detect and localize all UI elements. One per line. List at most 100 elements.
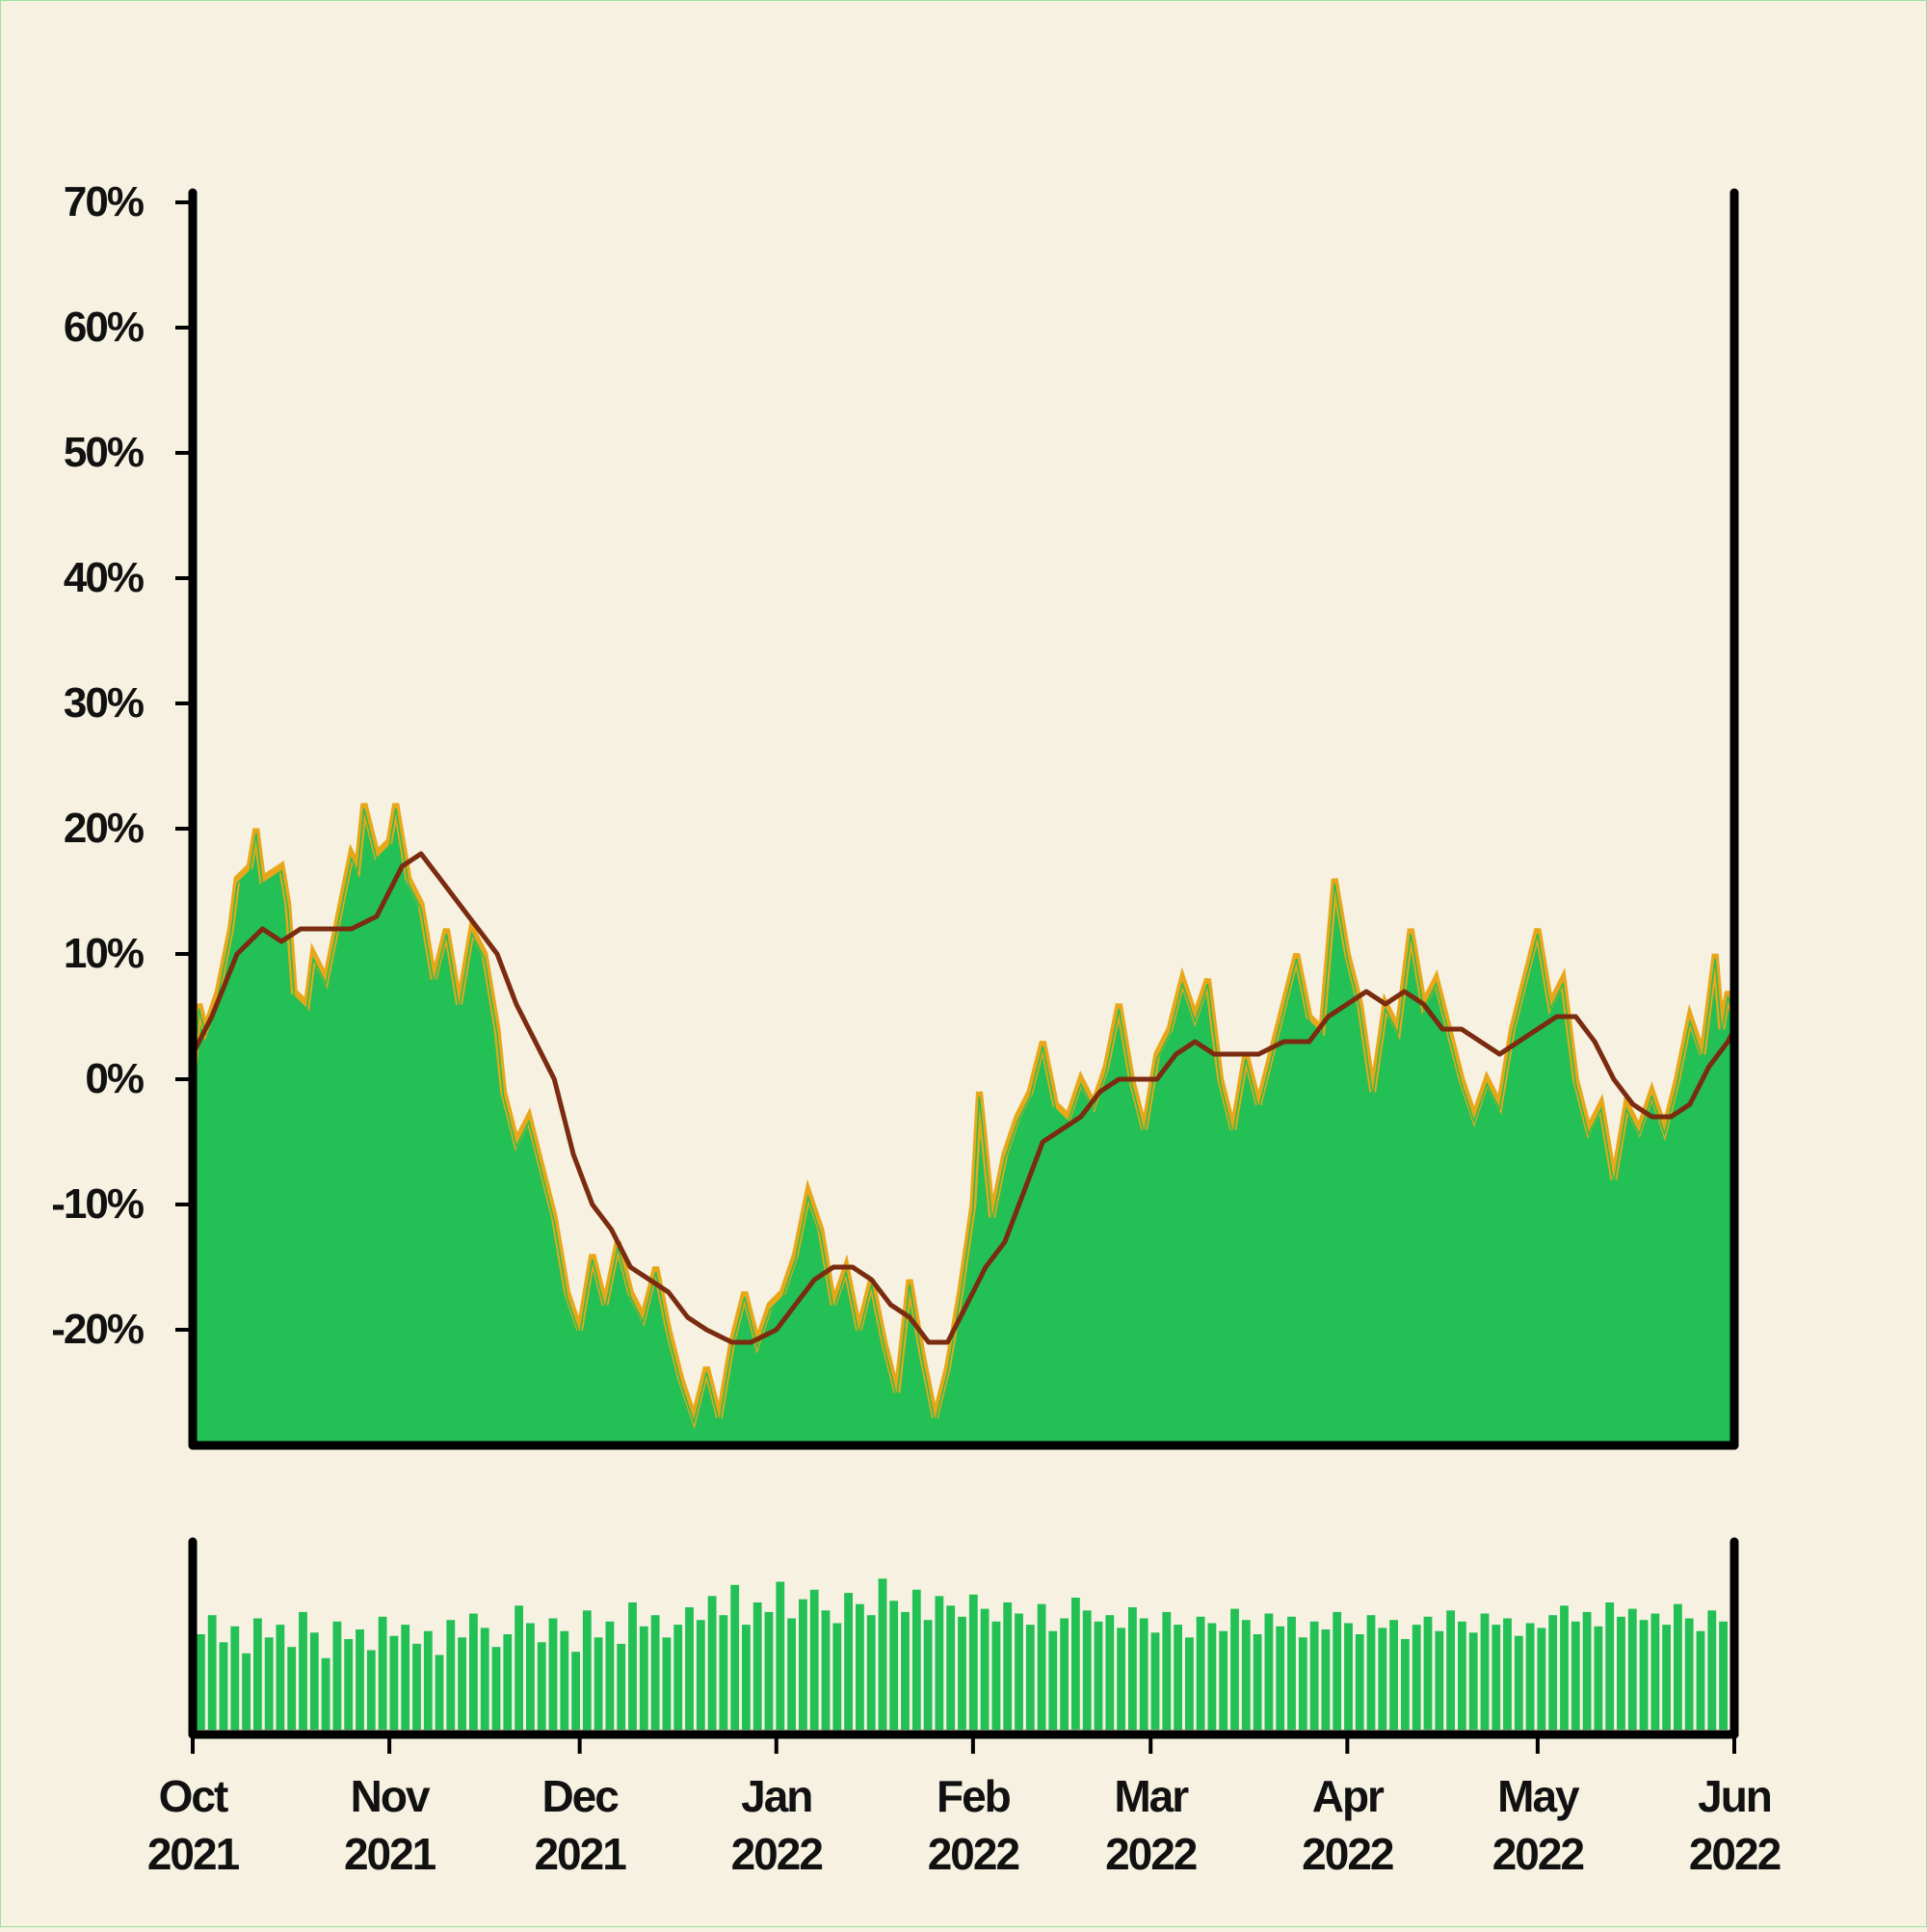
volume-bar bbox=[685, 1607, 694, 1730]
volume-bar bbox=[1037, 1603, 1046, 1730]
volume-bar bbox=[1650, 1613, 1660, 1730]
volume-bar bbox=[230, 1626, 240, 1731]
volume-bar bbox=[719, 1615, 728, 1730]
volume-bar bbox=[276, 1625, 285, 1730]
volume-bar bbox=[1662, 1625, 1671, 1730]
volume-bar bbox=[480, 1628, 489, 1730]
volume-bar bbox=[878, 1578, 887, 1731]
volume-bar bbox=[1287, 1616, 1296, 1730]
volume-bar bbox=[1241, 1620, 1251, 1730]
volume-bar bbox=[1560, 1605, 1569, 1730]
volume-bar bbox=[911, 1589, 921, 1730]
volume-bar bbox=[197, 1634, 205, 1730]
volume-bar bbox=[582, 1610, 592, 1731]
volume-bar bbox=[1458, 1621, 1466, 1730]
volume-bar bbox=[707, 1596, 717, 1730]
volume-bar bbox=[1105, 1615, 1115, 1730]
volume-bar bbox=[809, 1589, 819, 1730]
y-tick-label: 10% bbox=[64, 930, 144, 977]
volume-bar bbox=[1344, 1623, 1353, 1731]
volume-bar bbox=[412, 1643, 421, 1730]
volume-bar bbox=[571, 1652, 580, 1730]
volume-bar bbox=[1627, 1608, 1637, 1730]
volume-bar bbox=[309, 1632, 319, 1730]
volume-bar bbox=[1639, 1620, 1649, 1730]
x-tick-label-year: 2022 bbox=[731, 1829, 823, 1879]
volume-bar bbox=[366, 1650, 376, 1730]
volume-bar bbox=[1230, 1608, 1239, 1730]
volume-bar bbox=[491, 1647, 501, 1730]
volume-bar bbox=[662, 1637, 672, 1730]
volume-bar bbox=[264, 1637, 274, 1730]
x-tick-label-month: Feb bbox=[937, 1771, 1011, 1821]
volume-bar bbox=[742, 1625, 751, 1730]
volume-bar bbox=[1617, 1616, 1625, 1730]
y-tick-label: 70% bbox=[64, 178, 144, 225]
volume-bar bbox=[1253, 1634, 1262, 1730]
volume-bar bbox=[1128, 1607, 1137, 1730]
volume-bar bbox=[503, 1634, 513, 1730]
volume-bar bbox=[344, 1639, 354, 1730]
volume-bar bbox=[1491, 1625, 1501, 1730]
volume-bar bbox=[1174, 1625, 1182, 1730]
volume-bar bbox=[776, 1581, 785, 1730]
x-tick-label-month: Mar bbox=[1114, 1771, 1189, 1821]
y-axis: 70% 60% 50% 40% 30% 20% 10% 0% -10% -20% bbox=[51, 178, 193, 1353]
volume-bar bbox=[1594, 1626, 1603, 1731]
volume-bar bbox=[1435, 1630, 1444, 1730]
volume-bar bbox=[253, 1618, 262, 1730]
x-tick-label-year: 2022 bbox=[1689, 1829, 1781, 1879]
x-tick-label-month: Apr bbox=[1312, 1771, 1385, 1821]
y-tick-label: 30% bbox=[64, 679, 144, 727]
volume-bar bbox=[1298, 1637, 1307, 1730]
x-tick-label-month: Jun bbox=[1698, 1771, 1771, 1821]
volume-bar bbox=[1025, 1625, 1035, 1730]
volume-bar bbox=[1412, 1625, 1421, 1730]
volume-bar bbox=[1015, 1613, 1023, 1730]
y-tick-label: -10% bbox=[51, 1180, 144, 1228]
volume-bar bbox=[1150, 1632, 1160, 1730]
volume-bar bbox=[537, 1642, 546, 1731]
x-tick-label-year: 2022 bbox=[1105, 1829, 1197, 1879]
volume-bar bbox=[889, 1601, 899, 1730]
volume-bar bbox=[299, 1611, 307, 1730]
y-tick-label: 40% bbox=[64, 554, 144, 601]
x-tick-label-year: 2021 bbox=[534, 1829, 626, 1879]
volume-bar bbox=[1423, 1616, 1433, 1730]
volume-bar bbox=[1071, 1598, 1080, 1730]
volume-plot bbox=[197, 1578, 1728, 1731]
volume-bar bbox=[207, 1615, 217, 1730]
volume-bar bbox=[844, 1593, 853, 1730]
x-tick-label-year: 2021 bbox=[344, 1829, 436, 1879]
volume-bar bbox=[1537, 1628, 1546, 1730]
volume-bar bbox=[1355, 1634, 1364, 1730]
volume-bar bbox=[321, 1657, 330, 1731]
volume-bar bbox=[594, 1637, 603, 1730]
volume-bar bbox=[1480, 1613, 1490, 1730]
volume-bar bbox=[378, 1616, 387, 1730]
volume-bar bbox=[560, 1630, 569, 1730]
volume-bar bbox=[1548, 1615, 1558, 1730]
area-inner-edge bbox=[192, 807, 1735, 1425]
axes-frame bbox=[188, 188, 1739, 1739]
volume-bar bbox=[1264, 1613, 1274, 1730]
y-tick-label: 50% bbox=[64, 429, 144, 476]
volume-bar bbox=[968, 1594, 978, 1731]
volume-bar bbox=[866, 1615, 876, 1730]
volume-bar bbox=[1003, 1602, 1013, 1730]
volume-bar bbox=[423, 1630, 433, 1730]
volume-bar bbox=[1366, 1615, 1376, 1730]
volume-bar bbox=[1082, 1610, 1092, 1731]
volume-bar bbox=[1684, 1618, 1694, 1730]
volume-bar bbox=[856, 1603, 864, 1730]
volume-bar bbox=[946, 1605, 956, 1730]
volume-bar bbox=[730, 1584, 740, 1730]
volume-bar bbox=[639, 1626, 648, 1731]
volume-bar bbox=[1401, 1639, 1410, 1730]
volume-bar bbox=[923, 1620, 933, 1730]
volume-bar bbox=[1185, 1637, 1194, 1730]
volume-bar bbox=[1514, 1635, 1523, 1730]
volume-bar bbox=[1060, 1618, 1069, 1730]
